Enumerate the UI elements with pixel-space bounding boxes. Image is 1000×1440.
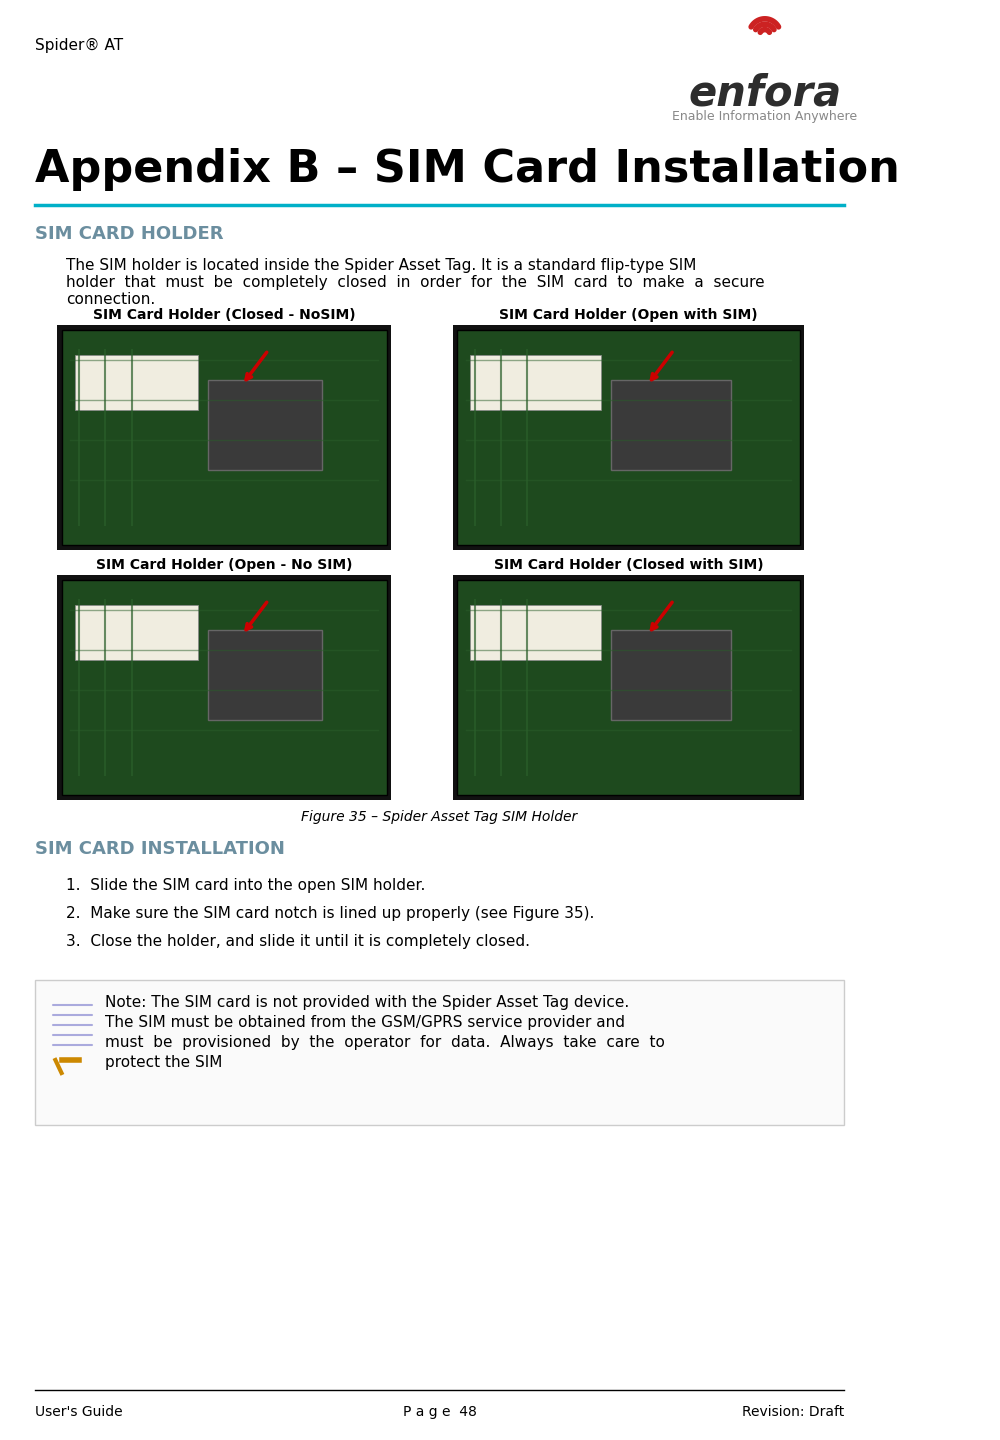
Text: Appendix B – SIM Card Installation: Appendix B – SIM Card Installation bbox=[35, 148, 900, 192]
Text: 1.  Slide the SIM card into the open SIM holder.: 1. Slide the SIM card into the open SIM … bbox=[66, 878, 425, 893]
Bar bbox=[57, 575, 391, 801]
Bar bbox=[62, 330, 387, 544]
Bar bbox=[470, 356, 601, 410]
Bar bbox=[470, 605, 601, 660]
Text: SIM CARD HOLDER: SIM CARD HOLDER bbox=[35, 225, 224, 243]
Text: SIM Card Holder (Closed with SIM): SIM Card Holder (Closed with SIM) bbox=[494, 559, 763, 572]
Bar bbox=[457, 580, 800, 795]
Text: 2.  Make sure the SIM card notch is lined up properly (see Figure 35).: 2. Make sure the SIM card notch is lined… bbox=[66, 906, 594, 922]
Text: SIM Card Holder (Open - No SIM): SIM Card Holder (Open - No SIM) bbox=[96, 559, 352, 572]
Bar bbox=[611, 631, 731, 720]
Text: holder  that  must  be  completely  closed  in  order  for  the  SIM  card  to  : holder that must be completely closed in… bbox=[66, 275, 765, 289]
Text: SIM CARD INSTALLATION: SIM CARD INSTALLATION bbox=[35, 840, 285, 858]
Text: Revision: Draft: Revision: Draft bbox=[742, 1405, 844, 1418]
Bar bbox=[208, 380, 322, 469]
Text: protect the SIM: protect the SIM bbox=[105, 1056, 223, 1070]
Text: The SIM holder is located inside the Spider Asset Tag. It is a standard flip-typ: The SIM holder is located inside the Spi… bbox=[66, 258, 696, 274]
Bar bbox=[57, 325, 391, 550]
Text: enfora: enfora bbox=[688, 72, 841, 114]
Text: Spider® AT: Spider® AT bbox=[35, 37, 123, 53]
Bar bbox=[611, 380, 731, 469]
Bar bbox=[75, 605, 198, 660]
Text: User's Guide: User's Guide bbox=[35, 1405, 123, 1418]
Text: 3.  Close the holder, and slide it until it is completely closed.: 3. Close the holder, and slide it until … bbox=[66, 935, 530, 949]
Text: The SIM must be obtained from the GSM/GPRS service provider and: The SIM must be obtained from the GSM/GP… bbox=[105, 1015, 625, 1030]
Text: SIM Card Holder (Closed - NoSIM): SIM Card Holder (Closed - NoSIM) bbox=[93, 308, 355, 323]
Bar bbox=[62, 580, 387, 795]
Bar bbox=[35, 981, 844, 1125]
Text: connection.: connection. bbox=[66, 292, 155, 307]
Text: Figure 35 – Spider Asset Tag SIM Holder: Figure 35 – Spider Asset Tag SIM Holder bbox=[301, 809, 578, 824]
Text: Note: The SIM card is not provided with the Spider Asset Tag device.: Note: The SIM card is not provided with … bbox=[105, 995, 630, 1009]
Bar bbox=[208, 631, 322, 720]
Bar bbox=[457, 330, 800, 544]
Bar bbox=[453, 325, 804, 550]
Text: Enable Information Anywhere: Enable Information Anywhere bbox=[672, 109, 857, 122]
Bar bbox=[75, 356, 198, 410]
Text: P a g e  48: P a g e 48 bbox=[403, 1405, 477, 1418]
Text: must  be  provisioned  by  the  operator  for  data.  Always  take  care  to: must be provisioned by the operator for … bbox=[105, 1035, 665, 1050]
Bar bbox=[453, 575, 804, 801]
Text: SIM Card Holder (Open with SIM): SIM Card Holder (Open with SIM) bbox=[499, 308, 758, 323]
